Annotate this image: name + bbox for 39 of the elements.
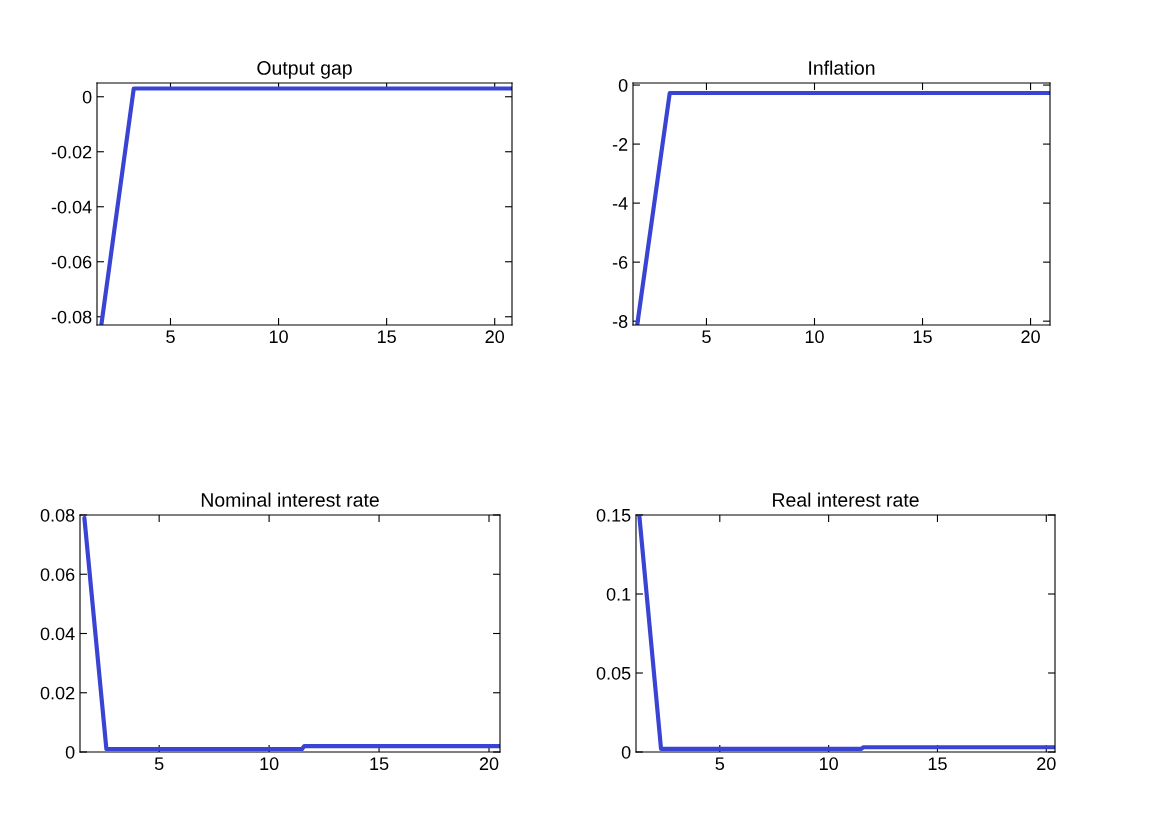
x-tick-label: 20 xyxy=(1021,330,1040,344)
y-tick-label: -2 xyxy=(612,138,628,151)
x-tick-label: 10 xyxy=(269,330,288,344)
y-tick-label: -0.04 xyxy=(51,200,92,214)
x-tick-label: 15 xyxy=(928,757,947,771)
y-tick-label: 0 xyxy=(621,745,631,759)
x-tick-label: 20 xyxy=(1037,757,1056,771)
y-tick-label: -0.02 xyxy=(51,145,92,159)
x-tick-label: 5 xyxy=(154,757,164,771)
chart-title: Output gap xyxy=(257,61,352,79)
y-tick-label: -0.06 xyxy=(51,255,92,269)
y-tick-label: 0.04 xyxy=(40,627,75,641)
y-tick-label: -0.08 xyxy=(51,310,92,324)
x-tick-label: 15 xyxy=(913,330,932,344)
x-tick-label: 15 xyxy=(377,330,396,344)
x-tick-label: 20 xyxy=(479,757,499,771)
x-tick-label: 10 xyxy=(260,757,279,771)
y-tick-label: -4 xyxy=(612,197,628,210)
x-tick-label: 5 xyxy=(166,330,175,344)
x-tick-label: 10 xyxy=(805,330,824,344)
y-tick-label: -8 xyxy=(612,315,628,328)
y-tick-label: 0 xyxy=(618,79,628,92)
y-tick-label: 0.06 xyxy=(40,568,75,581)
y-tick-label: 0.1 xyxy=(606,587,631,601)
chart-title: Nominal interest rate xyxy=(201,492,379,507)
y-tick-label: 0.08 xyxy=(40,508,75,522)
x-tick-label: 5 xyxy=(715,757,725,771)
chart-title: Inflation xyxy=(809,60,875,75)
x-tick-label: 20 xyxy=(485,330,505,344)
y-tick-label: 0.05 xyxy=(596,666,631,680)
x-tick-label: 5 xyxy=(702,330,711,344)
y-tick-label: -6 xyxy=(612,256,628,269)
chart-title: Real interest rate xyxy=(773,492,919,507)
y-tick-label: 0 xyxy=(82,90,92,104)
y-tick-label: 0.02 xyxy=(40,686,75,700)
y-tick-label: 0.15 xyxy=(596,508,631,522)
x-tick-label: 10 xyxy=(819,757,838,771)
y-tick-label: 0 xyxy=(65,745,75,759)
x-tick-label: 15 xyxy=(370,757,389,771)
